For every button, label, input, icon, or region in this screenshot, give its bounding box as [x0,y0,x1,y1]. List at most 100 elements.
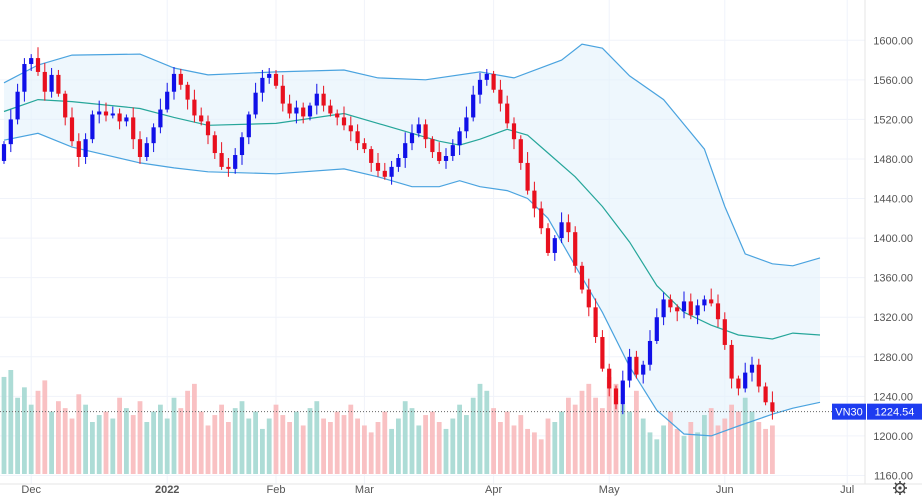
volume-bar [688,422,694,474]
candle-body [484,73,489,80]
candle [464,106,469,139]
candle-body [273,73,279,86]
candle-body [600,337,605,369]
badge-price: 1224.54 [875,407,915,419]
candle-body [56,74,61,94]
candle [702,295,707,312]
candle-body [457,131,462,146]
candle [49,67,54,98]
candle [90,110,95,144]
volume-bar [436,422,442,474]
candle-body [627,356,632,381]
volume-bar [76,394,82,474]
candle [144,137,149,161]
candle [607,363,612,397]
candle-body [307,105,313,117]
candle [498,79,503,112]
candle [137,131,143,164]
candle-body [294,107,299,114]
candle-body [131,117,136,140]
candle-body [498,89,503,104]
candle [641,360,646,384]
volume-bar [368,432,374,474]
y-tick-label: 1520.00 [873,114,913,126]
volume-bar [355,418,360,474]
candle-body [525,162,530,191]
volume-bar [362,425,367,474]
candle-body [355,131,360,144]
candle [382,162,387,180]
last-price-badge[interactable]: VN30 1224.54 [832,403,922,420]
candle-body [518,139,523,163]
volume-bar [260,428,265,474]
candle [335,109,340,126]
candle [117,108,122,130]
candle-body [42,71,47,92]
candle-body [409,133,415,144]
volume-bar [56,401,61,474]
volume-bar [321,418,326,474]
candle [681,291,687,319]
candle-body [205,121,211,136]
candle [165,82,170,113]
volume-bar [69,418,75,474]
y-tick-label: 1160.00 [874,471,913,483]
y-tick-label: 1240.00 [873,391,913,403]
volume-bar [239,401,245,474]
x-tick-label: Feb [267,484,286,496]
candle [743,362,748,393]
candle [443,148,449,169]
candle-body [63,93,68,118]
candle [675,304,680,322]
candle-body [117,113,122,122]
volume-bar [511,425,517,474]
settings-gear-icon[interactable] [893,481,907,495]
candle [124,114,129,127]
candle-body [22,64,27,92]
volume-bar [35,390,41,474]
candle [22,58,27,102]
candle-body [573,232,578,266]
volume-bar [62,408,68,474]
candle [573,226,578,273]
candle [131,107,136,150]
x-tick-label: 2022 [155,484,179,496]
candle-body [437,152,442,161]
volume-bar [396,418,401,474]
candle [471,85,476,122]
y-tick-label: 1400.00 [873,233,913,245]
candle [491,70,496,93]
volume-bar [219,404,224,474]
volume-bar [600,408,605,474]
volume-bar [464,415,469,474]
volume-bar [205,425,211,474]
candle [484,68,489,86]
volume-bar [375,422,381,474]
volume-bar [532,432,537,474]
candle [341,106,347,131]
volume-bar [287,422,292,474]
candle-body [613,388,619,405]
x-tick-label: Dec [21,484,41,496]
candle-body [335,113,340,118]
candle [307,102,313,121]
volume-bar [763,428,768,474]
gear-hub [898,486,902,490]
volume-bar [579,390,585,474]
volume-bar [450,418,456,474]
volume-bar [1,376,7,474]
volume-bar [280,415,286,474]
candle [430,136,435,158]
volume-bar [158,404,163,474]
volume-bar [341,415,347,474]
volume-bars [1,370,775,474]
candle [661,292,666,326]
candle [15,83,20,125]
candles [1,47,775,420]
bollinger-upper-line [3,43,821,267]
volume-bar [572,404,578,474]
volume-bar [300,425,306,474]
x-axis-ticks: Dec 2022 Feb Mar Apr May Jun Jul [21,484,854,496]
candle-body [83,139,88,157]
